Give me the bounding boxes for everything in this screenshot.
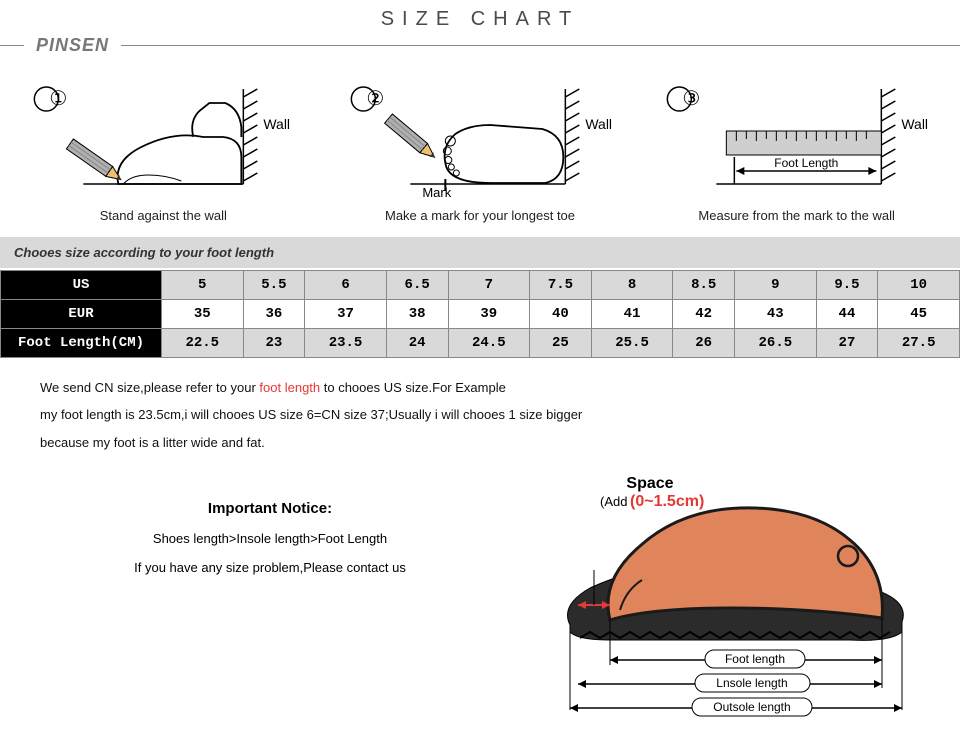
row-header: Foot Length(CM) (1, 329, 162, 358)
size-cell: 36 (243, 300, 305, 329)
size-cell: 6.5 (386, 271, 448, 300)
mark-label: Mark (422, 185, 451, 199)
note-text: We send CN size,please refer to your foo… (0, 358, 960, 460)
size-cell: 25.5 (591, 329, 673, 358)
size-cell: 7 (448, 271, 530, 300)
size-cell: 37 (305, 300, 387, 329)
size-cell: 27 (816, 329, 878, 358)
step-2: ② Wall Mark (327, 79, 634, 223)
note-line2: my foot length is 23.5cm,i will chooes U… (40, 401, 920, 428)
size-cell: 22.5 (162, 329, 244, 358)
foot-length-label: Foot Length (775, 156, 839, 170)
brand-label: PINSEN (36, 35, 109, 55)
instruction-steps: ① Wall (0, 71, 960, 237)
range-label: (0~1.5cm) (630, 493, 704, 510)
table-heading: Chooes size according to your foot lengt… (0, 237, 960, 270)
size-chart-table: US55.566.577.588.599.510EUR3536373839404… (0, 270, 960, 358)
step-caption: Measure from the mark to the wall (643, 208, 950, 223)
size-cell: 43 (735, 300, 817, 329)
row-header: US (1, 271, 162, 300)
outsole-length-label: Outsole length (713, 700, 790, 714)
size-cell: 41 (591, 300, 673, 329)
row-header: EUR (1, 300, 162, 329)
size-cell: 35 (162, 300, 244, 329)
size-cell: 5 (162, 271, 244, 300)
size-cell: 44 (816, 300, 878, 329)
insole-length-label: Lnsole length (716, 676, 787, 690)
step-3: ③ Wall (643, 79, 950, 223)
size-cell: 8.5 (673, 271, 735, 300)
page-title: SIZE CHART (0, 0, 960, 35)
note-rest: to chooes US size.For Example (320, 380, 506, 395)
size-cell: 5.5 (243, 271, 305, 300)
table-row: EUR3536373839404142434445 (1, 300, 960, 329)
size-cell: 8 (591, 271, 673, 300)
shoe-diagram: Space (Add (0~1.5cm) Foot length Lnsole … (520, 460, 940, 725)
note-line3: because my foot is a litter wide and fat… (40, 429, 920, 456)
note-highlight: foot length (259, 380, 320, 395)
table-row: Foot Length(CM)22.52323.52424.52525.5262… (1, 329, 960, 358)
size-cell: 24.5 (448, 329, 530, 358)
important-notice: Important Notice: Shoes length>Insole le… (20, 460, 520, 589)
header-divider: PINSEN (0, 35, 960, 55)
wall-label: Wall (902, 116, 929, 132)
foot-length-label: Foot length (725, 652, 785, 666)
notice-contact: If you have any size problem,Please cont… (20, 560, 520, 575)
wall-label: Wall (585, 116, 612, 132)
size-cell: 42 (673, 300, 735, 329)
wall-label: Wall (263, 116, 290, 132)
size-cell: 23 (243, 329, 305, 358)
step-1: ① Wall (10, 79, 317, 223)
size-cell: 6 (305, 271, 387, 300)
size-cell: 25 (530, 329, 592, 358)
size-cell: 40 (530, 300, 592, 329)
size-cell: 39 (448, 300, 530, 329)
note-prefix: We send CN size,please refer to your (40, 380, 259, 395)
add-label: (Add (600, 494, 627, 509)
size-cell: 23.5 (305, 329, 387, 358)
size-cell: 9.5 (816, 271, 878, 300)
size-cell: 27.5 (878, 329, 960, 358)
size-cell: 26 (673, 329, 735, 358)
size-cell: 38 (386, 300, 448, 329)
size-cell: 26.5 (735, 329, 817, 358)
table-row: US55.566.577.588.599.510 (1, 271, 960, 300)
step-caption: Make a mark for your longest toe (327, 208, 634, 223)
notice-sub: Shoes length>Insole length>Foot Length (20, 531, 520, 546)
size-cell: 9 (735, 271, 817, 300)
size-cell: 45 (878, 300, 960, 329)
space-label: Space (626, 475, 673, 492)
size-cell: 7.5 (530, 271, 592, 300)
step-caption: Stand against the wall (10, 208, 317, 223)
size-cell: 24 (386, 329, 448, 358)
size-cell: 10 (878, 271, 960, 300)
notice-heading: Important Notice: (20, 500, 520, 517)
